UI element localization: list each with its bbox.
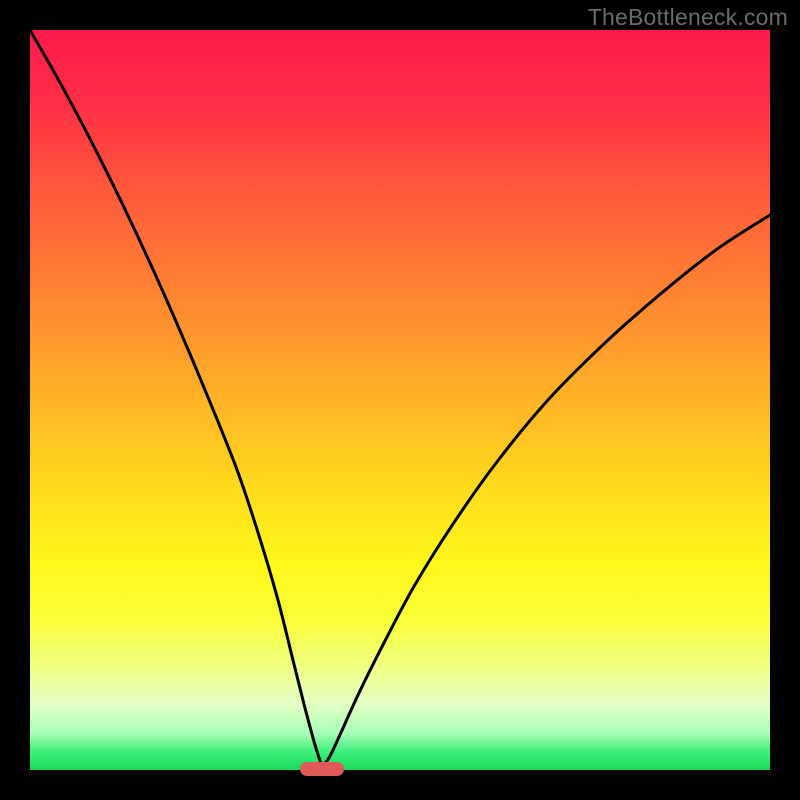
bottleneck-curve-left [30, 30, 322, 766]
watermark-text: TheBottleneck.com [588, 4, 788, 31]
curve-layer [30, 30, 770, 770]
chart-frame: TheBottleneck.com [0, 0, 800, 800]
bottleneck-curve-right [322, 215, 770, 766]
minimum-marker [300, 762, 344, 776]
